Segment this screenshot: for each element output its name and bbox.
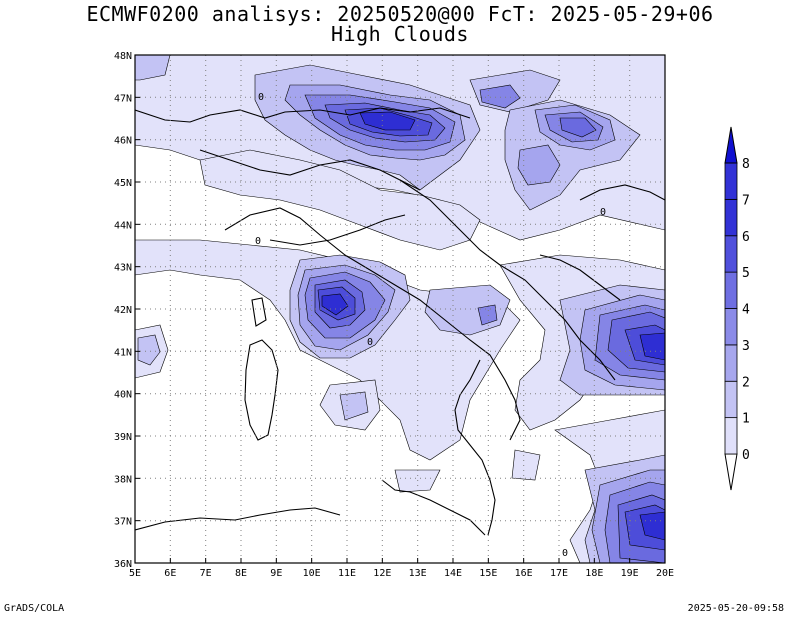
- lon-tick-label: 20E: [656, 568, 674, 579]
- lat-tick-label: 37N: [114, 517, 132, 528]
- lon-tick-label: 5E: [129, 568, 141, 579]
- lat-tick-label: 43N: [114, 263, 132, 274]
- lon-tick-label: 10E: [303, 568, 321, 579]
- lat-tick-label: 46N: [114, 136, 132, 147]
- lon-tick-label: 7E: [200, 568, 212, 579]
- footer-software: GrADS/COLA: [4, 603, 65, 614]
- colorbar-label: 4: [742, 303, 750, 318]
- lon-tick-label: 16E: [515, 568, 533, 579]
- colorbar-segment: [724, 344, 738, 382]
- latitude-axis: 36N 37N 38N 39N 40N 41N 42N 43N 44N 45N 46N 47N 48N: [114, 51, 132, 570]
- lat-tick-label: 38N: [114, 474, 132, 485]
- colorbar-label: 8: [742, 157, 750, 172]
- colorbar-segment: [724, 235, 738, 273]
- colorbar-label: 0: [742, 448, 750, 463]
- colorbar-label: 7: [742, 193, 750, 208]
- colorbar-segment: [724, 198, 738, 237]
- lon-tick-label: 6E: [164, 568, 176, 579]
- colorbar-segment: [724, 380, 738, 419]
- lon-tick-label: 11E: [338, 568, 356, 579]
- map-title: ECMWF0200 analisys: 20250520@00 FcT: 202…: [86, 2, 714, 26]
- colorbar-max-arrow: [724, 126, 738, 164]
- lat-tick-label: 45N: [114, 178, 132, 189]
- colorbar-segment: [724, 417, 738, 455]
- axis-ticks: [134, 54, 666, 564]
- lon-tick-label: 12E: [373, 568, 391, 579]
- contour-label: 0: [258, 92, 264, 103]
- longitude-axis: 5E 6E 7E 8E 9E 10E 11E 12E 13E 14E 15E 16E 17E 18E 19E…: [129, 568, 674, 579]
- colorbar-segment: [724, 271, 738, 309]
- contour-label: 0: [255, 236, 261, 247]
- map-subtitle: High Clouds: [331, 22, 469, 46]
- lon-tick-label: 14E: [444, 568, 462, 579]
- contour-label: 0: [562, 548, 568, 559]
- colorbar: [724, 126, 738, 491]
- lon-tick-label: 13E: [409, 568, 427, 579]
- colorbar-label: 3: [742, 339, 750, 354]
- colorbar-label: 6: [742, 230, 750, 245]
- lat-tick-label: 44N: [114, 220, 132, 231]
- lat-tick-label: 41N: [114, 347, 132, 358]
- lat-tick-label: 42N: [114, 305, 132, 316]
- colorbar-label: 1: [742, 412, 750, 427]
- colorbar-label: 2: [742, 375, 750, 390]
- colorbar-segment: [724, 308, 738, 346]
- lat-tick-label: 36N: [114, 559, 132, 570]
- lat-tick-label: 40N: [114, 390, 132, 401]
- colorbar-segment: [724, 162, 738, 200]
- lon-tick-label: 8E: [235, 568, 247, 579]
- gridlines: [135, 55, 665, 563]
- lon-tick-label: 18E: [585, 568, 603, 579]
- coastlines: [135, 107, 665, 536]
- contour-label: 0: [367, 337, 373, 348]
- lat-tick-label: 47N: [114, 93, 132, 104]
- lon-tick-label: 19E: [621, 568, 639, 579]
- contour-label: 0: [600, 207, 606, 218]
- colorbar-min-arrow: [724, 453, 738, 491]
- lat-tick-label: 39N: [114, 432, 132, 443]
- cloud-level-7: [321, 111, 665, 541]
- colorbar-label: 5: [742, 266, 750, 281]
- colorbar-labels: 0 1 2 3 4 5 6 7 8: [742, 157, 750, 463]
- lon-tick-label: 17E: [550, 568, 568, 579]
- contour-labels: 0 0 0 0 0: [255, 92, 606, 559]
- footer-timestamp: 2025-05-20-09:58: [687, 603, 784, 614]
- lon-tick-label: 9E: [270, 568, 282, 579]
- lat-tick-label: 48N: [114, 51, 132, 62]
- lon-tick-label: 15E: [479, 568, 497, 579]
